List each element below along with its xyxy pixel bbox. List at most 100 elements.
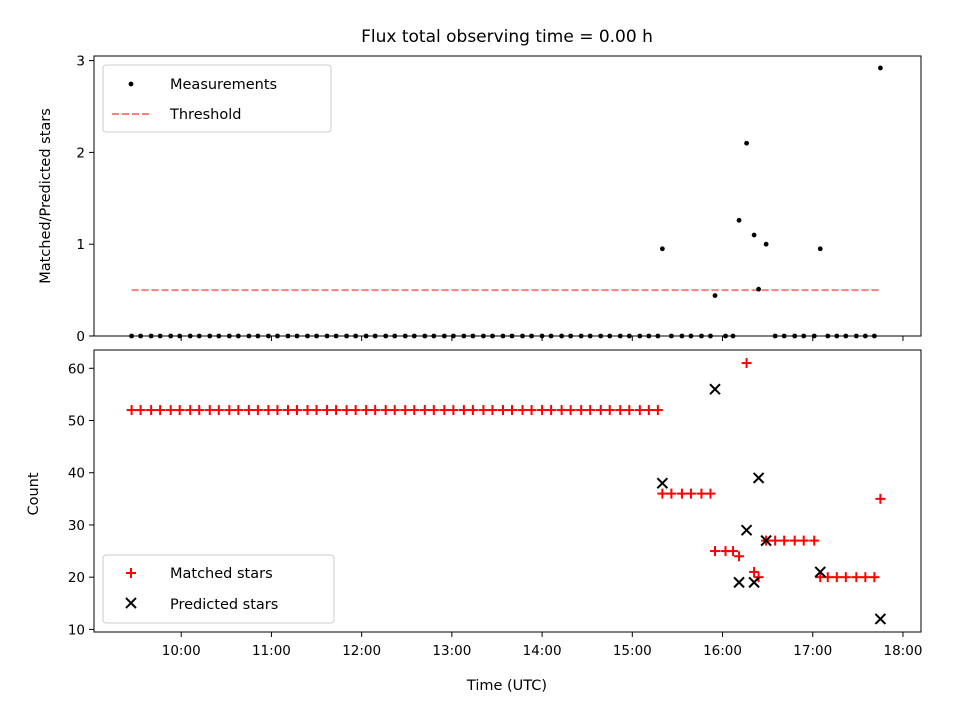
matched-star-point	[556, 405, 567, 416]
measurement-point	[659, 246, 665, 252]
matched-star-point	[350, 405, 361, 416]
matched-star-point	[478, 405, 489, 416]
predicted-star-point	[760, 534, 772, 547]
legend-measurements-marker	[128, 81, 134, 87]
matched-star-point	[789, 535, 800, 546]
matched-star-point	[798, 535, 809, 546]
matched-star-point	[779, 535, 790, 546]
matched-star-point	[860, 572, 871, 583]
legend-measurements-label: Measurements	[170, 77, 277, 93]
legend-predicted-marker	[125, 597, 137, 609]
matched-star-point	[233, 405, 244, 416]
matched-star-point	[869, 572, 880, 583]
matched-star-point	[685, 488, 696, 499]
matched-star-point	[331, 405, 342, 416]
matched-star-point	[576, 405, 587, 416]
bottom-panel: 10 20 30 40 50 60 10:00 11:00 12:00 13:00 14:00 15…	[26, 349, 923, 694]
top-y-tick-label: 0	[76, 329, 85, 345]
x-axis-label: Time (UTC)	[466, 678, 547, 694]
matched-star-point	[458, 405, 469, 416]
predicted-star-point	[709, 383, 721, 395]
matched-star-point	[770, 535, 781, 546]
legend-matched-marker	[126, 568, 136, 578]
matched-star-point	[174, 405, 185, 416]
top-y-axis-label: Matched/Predicted stars	[38, 108, 54, 284]
matched-star-point	[389, 405, 400, 416]
top-y-tick-label: 3	[76, 54, 85, 70]
chart-title: Flux total observing time = 0.00 h	[361, 27, 653, 47]
matched-star-point	[537, 405, 548, 416]
matched-star-point	[728, 546, 739, 557]
matched-star-point	[370, 405, 381, 416]
matched-star-point	[439, 405, 450, 416]
predicted-star-point	[814, 566, 826, 578]
predicted-star-point	[656, 477, 669, 489]
bottom-x-ticks: 10:00 11:00 12:00 13:00 14:00 15:00 16:00 17:00…	[162, 632, 923, 659]
matched-star-point	[875, 493, 886, 504]
bottom-legend-box	[102, 554, 335, 624]
predicted-star-point	[733, 576, 745, 589]
matched-star-point	[224, 405, 235, 416]
measurement-point	[817, 246, 823, 252]
matched-star-point	[831, 572, 842, 583]
matched-star-point	[604, 405, 615, 416]
matched-star-point	[851, 572, 862, 583]
x-tick-label: 14:00	[523, 643, 562, 659]
matched-star-point	[263, 405, 274, 416]
top-x-ticks	[180, 336, 904, 341]
bottom-y-tick-label: 50	[68, 414, 85, 430]
matched-star-point	[322, 405, 333, 416]
top-axes-frame	[93, 55, 922, 337]
matched-star-point	[204, 405, 215, 416]
matched-star-point	[652, 405, 663, 416]
x-tick-label: 10:00	[162, 643, 201, 659]
matched-star-point	[400, 405, 411, 416]
matched-star-point	[565, 405, 576, 416]
matched-star-point	[341, 405, 352, 416]
matched-star-point	[282, 405, 293, 416]
top-y-tick-label: 2	[76, 145, 85, 161]
matched-star-point	[741, 358, 752, 369]
measurement-point	[751, 232, 757, 238]
matched-star-point	[409, 405, 420, 416]
bottom-data-layer	[126, 358, 887, 625]
matched-star-point	[643, 405, 654, 416]
matched-star-point	[311, 405, 322, 416]
matched-star-point	[749, 566, 760, 577]
x-tick-label: 18:00	[884, 643, 923, 659]
matched-star-point	[624, 405, 635, 416]
bottom-axes-frame	[93, 349, 922, 633]
matched-star-point	[302, 405, 313, 416]
matched-star-point	[194, 405, 205, 416]
bottom-y-tick-label: 40	[68, 466, 85, 482]
matched-star-point	[676, 488, 687, 499]
matched-star-point	[696, 488, 707, 499]
top-y-ticks: 0 1 2 3	[76, 54, 94, 345]
x-tick-label: 15:00	[613, 643, 652, 659]
matched-star-point	[185, 405, 196, 416]
matched-star-point	[734, 551, 745, 562]
matched-star-point	[165, 405, 176, 416]
bottom-y-ticks: 10 20 30 40 50 60	[68, 361, 94, 638]
top-y-tick-label: 1	[76, 237, 85, 253]
measurement-point	[712, 293, 718, 299]
matched-star-point	[666, 488, 677, 499]
matched-star-point	[615, 405, 626, 416]
matched-star-point	[126, 405, 137, 416]
bottom-y-axis-label: Count	[26, 472, 42, 515]
bottom-y-tick-label: 30	[68, 518, 85, 534]
predicted-star-point	[752, 472, 765, 484]
legend-predicted-label: Predicted stars	[170, 597, 278, 613]
matched-star-point	[546, 405, 557, 416]
matched-star-point	[291, 405, 302, 416]
x-tick-label: 11:00	[252, 643, 291, 659]
matched-star-point	[710, 546, 721, 557]
matched-star-point	[252, 405, 263, 416]
matched-star-point	[634, 405, 645, 416]
x-tick-label: 17:00	[793, 643, 832, 659]
matched-star-point	[657, 488, 668, 499]
measurement-point	[744, 140, 749, 146]
measurement-point	[763, 241, 769, 247]
predicted-star-point	[874, 613, 887, 625]
